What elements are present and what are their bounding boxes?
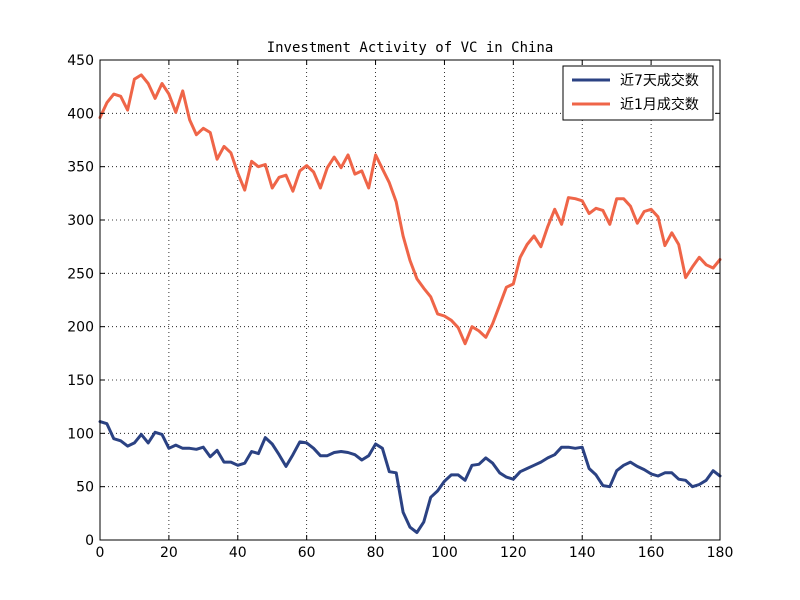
y-tick-label: 50	[76, 480, 94, 496]
x-tick-label: 60	[298, 545, 316, 561]
y-tick-label: 200	[67, 320, 94, 336]
legend-label-series-1: 近7天成交数	[620, 72, 699, 89]
y-tick-label: 150	[67, 373, 94, 389]
chart-title: Investment Activity of VC in China	[267, 40, 554, 56]
y-tick-label: 100	[67, 426, 94, 442]
x-tick-label: 120	[500, 545, 527, 561]
y-tick-label: 250	[67, 266, 94, 282]
x-tick-label: 100	[431, 545, 458, 561]
series-line-2	[98, 73, 722, 346]
y-tick-label: 450	[67, 53, 94, 69]
legend: 近7天成交数 近1月成交数	[562, 65, 714, 121]
y-tick-label: 350	[67, 160, 94, 176]
legend-box	[562, 65, 714, 121]
series-line-1	[98, 420, 722, 534]
y-tick-label: 400	[67, 106, 94, 122]
x-tick-label: 20	[160, 545, 178, 561]
x-tick-label: 180	[707, 545, 734, 561]
x-tick-label: 160	[638, 545, 665, 561]
y-tick-label: 300	[67, 213, 94, 229]
y-tick-label: 0	[85, 533, 94, 549]
x-tick-label: 80	[367, 545, 385, 561]
axis-ticks: 0 20 40 60 80 100 120 140 160 180 0 50 100 150 200 250 3…	[67, 53, 733, 561]
plot-frame	[99, 59, 721, 541]
x-tick-label: 0	[96, 545, 105, 561]
series-layer	[98, 73, 722, 534]
x-tick-label: 40	[229, 545, 247, 561]
legend-label-series-2: 近1月成交数	[620, 96, 699, 113]
x-tick-label: 140	[569, 545, 596, 561]
